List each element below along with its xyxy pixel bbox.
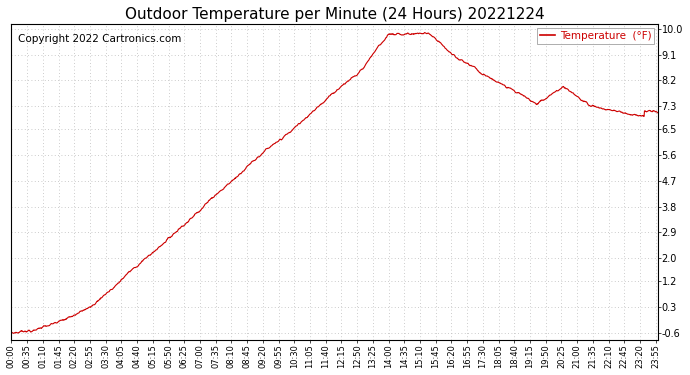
Text: Copyright 2022 Cartronics.com: Copyright 2022 Cartronics.com — [18, 34, 181, 44]
Legend: Temperature  (°F): Temperature (°F) — [537, 28, 654, 44]
Title: Outdoor Temperature per Minute (24 Hours) 20221224: Outdoor Temperature per Minute (24 Hours… — [125, 7, 544, 22]
